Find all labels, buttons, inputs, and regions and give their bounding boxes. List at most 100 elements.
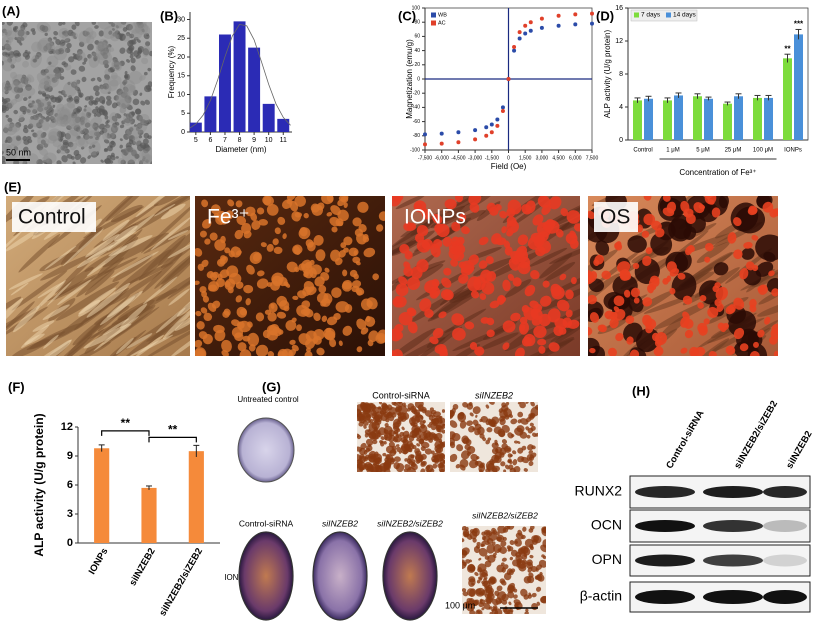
image-texture bbox=[145, 85, 151, 90]
image-texture bbox=[74, 116, 81, 124]
image-texture bbox=[432, 417, 440, 425]
image-texture bbox=[106, 99, 112, 106]
image-texture bbox=[573, 223, 580, 232]
panel-label: (G) bbox=[262, 379, 281, 394]
y-tick-label: -20 bbox=[413, 91, 420, 97]
image-texture bbox=[484, 555, 490, 560]
image-texture bbox=[133, 22, 147, 30]
image-texture bbox=[393, 323, 404, 333]
image-texture bbox=[492, 552, 497, 557]
panel-label: (D) bbox=[596, 8, 614, 23]
image-texture bbox=[303, 280, 315, 293]
image-texture bbox=[432, 463, 438, 469]
image-texture bbox=[160, 252, 190, 285]
image-texture bbox=[78, 299, 101, 317]
image-texture bbox=[517, 411, 524, 418]
image-texture bbox=[472, 537, 477, 543]
image-texture bbox=[453, 251, 465, 262]
image-texture bbox=[432, 327, 444, 339]
image-texture bbox=[120, 22, 127, 25]
image-texture bbox=[383, 432, 393, 441]
image-texture bbox=[18, 114, 24, 122]
image-label: siINZEB2/siZEB2 bbox=[377, 518, 443, 528]
image-texture bbox=[530, 402, 535, 407]
image-texture bbox=[128, 45, 135, 51]
image-texture bbox=[20, 76, 27, 84]
image-texture bbox=[541, 527, 546, 537]
image-texture bbox=[357, 435, 362, 440]
image-texture bbox=[500, 461, 506, 467]
image-texture bbox=[429, 336, 439, 345]
blot-band bbox=[635, 486, 695, 498]
image-texture bbox=[467, 276, 481, 292]
image-texture bbox=[496, 585, 503, 592]
image-texture bbox=[533, 535, 542, 544]
image-texture bbox=[154, 203, 176, 217]
image-texture bbox=[486, 317, 495, 326]
image-texture bbox=[208, 281, 220, 292]
image-texture bbox=[333, 313, 341, 321]
image-texture bbox=[331, 226, 338, 233]
image-texture bbox=[130, 65, 136, 72]
image-texture bbox=[366, 402, 376, 410]
image-texture bbox=[96, 50, 113, 66]
image-texture bbox=[224, 278, 236, 291]
image-texture bbox=[662, 207, 675, 217]
image-texture bbox=[588, 272, 595, 285]
image-texture bbox=[115, 337, 134, 355]
image-texture bbox=[131, 149, 137, 157]
bar bbox=[764, 97, 773, 140]
image-texture bbox=[47, 37, 53, 42]
image-texture bbox=[669, 268, 680, 277]
image-texture bbox=[242, 335, 251, 342]
image-texture bbox=[139, 92, 143, 96]
image-texture bbox=[139, 160, 144, 164]
image-texture bbox=[501, 439, 508, 444]
image-texture bbox=[517, 402, 521, 405]
image-texture bbox=[160, 203, 186, 220]
image-texture bbox=[104, 85, 107, 89]
image-texture bbox=[35, 130, 43, 139]
image-texture bbox=[239, 349, 252, 356]
image-texture bbox=[82, 130, 85, 134]
image-texture bbox=[37, 281, 65, 299]
significance-bracket bbox=[148, 436, 197, 443]
image-texture bbox=[120, 149, 125, 153]
image-texture bbox=[248, 344, 256, 352]
image-texture bbox=[525, 200, 536, 214]
image-texture bbox=[27, 123, 34, 130]
image-texture bbox=[340, 242, 347, 249]
image-texture bbox=[40, 116, 46, 120]
image-texture bbox=[442, 430, 445, 434]
image-texture bbox=[385, 453, 394, 461]
image-texture bbox=[87, 43, 94, 51]
x-tick-label: -7,500 bbox=[418, 155, 432, 161]
image-texture bbox=[62, 146, 68, 152]
image-texture bbox=[93, 122, 99, 128]
image-texture bbox=[119, 60, 125, 67]
image-texture bbox=[455, 463, 461, 469]
image-texture bbox=[110, 204, 143, 223]
image-texture bbox=[110, 152, 115, 158]
image-texture bbox=[195, 280, 200, 286]
image-texture bbox=[51, 118, 56, 124]
bar bbox=[262, 103, 275, 132]
image-texture bbox=[548, 342, 560, 352]
image-texture bbox=[64, 133, 71, 140]
image-texture bbox=[31, 100, 36, 104]
image-texture bbox=[451, 313, 465, 326]
image-texture bbox=[641, 230, 650, 238]
image-texture bbox=[135, 126, 140, 131]
image-texture bbox=[36, 143, 44, 151]
x-tick-label: IONPs bbox=[87, 546, 111, 576]
image-texture bbox=[494, 590, 500, 597]
image-texture bbox=[501, 443, 509, 450]
image-texture bbox=[5, 136, 13, 144]
image-texture bbox=[66, 341, 112, 356]
image-texture bbox=[450, 431, 456, 440]
image-texture bbox=[451, 221, 461, 232]
image-texture bbox=[757, 300, 778, 317]
image-texture bbox=[227, 199, 235, 207]
image-texture bbox=[427, 424, 432, 428]
image-texture bbox=[57, 67, 65, 74]
